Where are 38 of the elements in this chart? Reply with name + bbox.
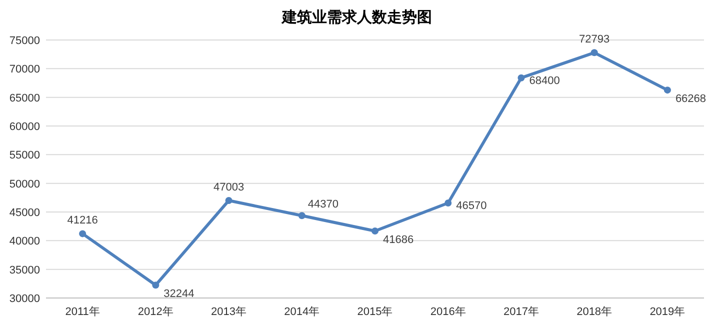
point — [664, 86, 671, 94]
x-tick-label: 2016年 — [430, 306, 466, 318]
data-label: 32244 — [164, 288, 194, 300]
data-label: 44370 — [308, 198, 338, 211]
data-label: 68400 — [529, 74, 560, 87]
chart-title: 建筑业需求人数走势图 — [281, 9, 432, 26]
point — [444, 200, 452, 206]
data-label: 72793 — [579, 34, 610, 46]
point — [225, 197, 232, 204]
data-label: 66268 — [675, 93, 706, 106]
y-tick-label: 35000 — [9, 264, 40, 276]
x-tick-label: 2011年 — [65, 306, 100, 318]
data-label: 41686 — [383, 234, 414, 246]
point — [298, 212, 306, 220]
y-tick-label: 55000 — [9, 150, 40, 162]
point — [79, 230, 86, 238]
point — [372, 228, 378, 234]
x-tick-label: 2012年 — [138, 306, 174, 318]
y-tick-label: 70000 — [9, 64, 40, 76]
y-tick-label: 40000 — [9, 236, 40, 248]
y-tick-label: 50000 — [9, 178, 40, 190]
data-label: 46570 — [456, 200, 487, 212]
x-tick-label: 2015年 — [357, 306, 393, 318]
point — [152, 282, 160, 289]
y-tick-label: 30000 — [9, 293, 40, 305]
point — [518, 74, 525, 82]
point — [590, 49, 598, 56]
y-tick-label: 60000 — [9, 121, 40, 133]
y-tick-label: 75000 — [9, 35, 40, 47]
data-label: 47003 — [213, 182, 244, 194]
y-tick-label: 65000 — [9, 92, 40, 104]
y-tick-label: 45000 — [9, 207, 40, 219]
x-tick-label: 2017年 — [503, 306, 539, 318]
data-label: 41216 — [67, 214, 98, 227]
x-tick-label: 2013年 — [211, 306, 247, 318]
x-tick-label: 2019年 — [650, 306, 686, 318]
x-tick-label: 2014年 — [284, 306, 320, 318]
x-tick-label: 2018年 — [576, 306, 612, 318]
